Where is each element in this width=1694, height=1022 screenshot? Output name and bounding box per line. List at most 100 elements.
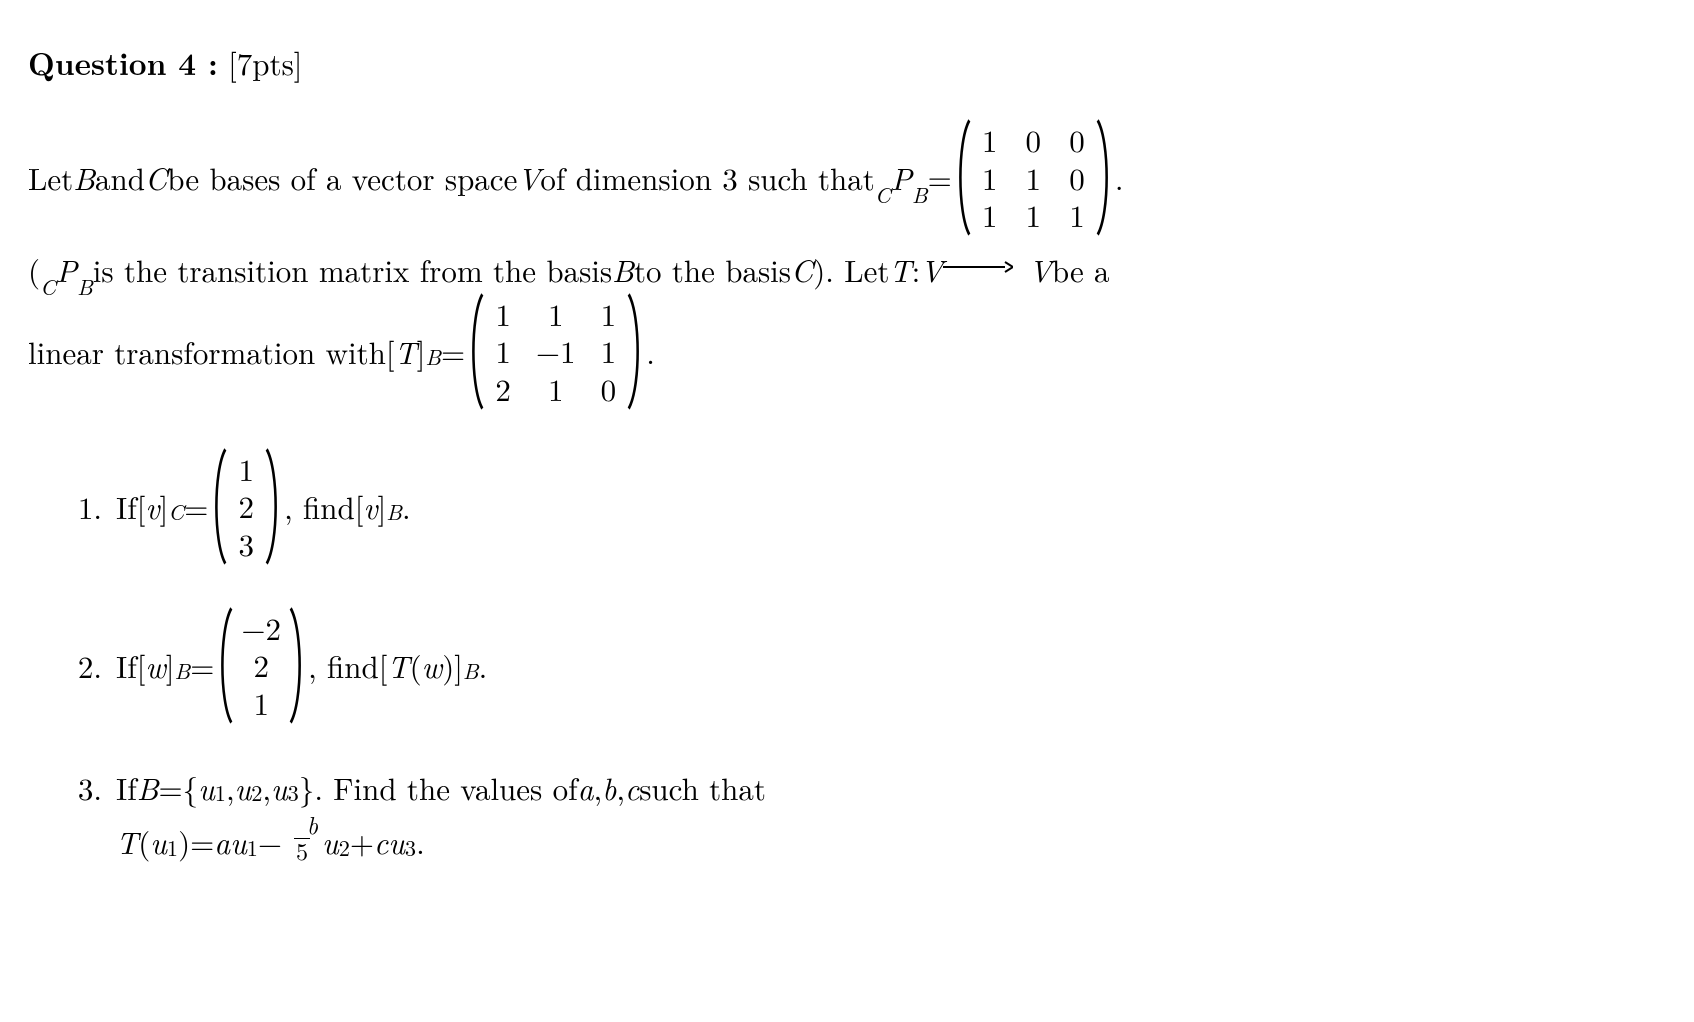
lbracket: [: [386, 329, 395, 374]
text: such that: [639, 765, 766, 810]
text: . Find the values of: [314, 765, 577, 810]
rbracket: ]: [378, 484, 387, 529]
sub-B: B: [77, 271, 93, 302]
rbracket: ]: [417, 329, 426, 374]
sub-B: B: [912, 179, 928, 210]
cell: 1: [1022, 160, 1044, 196]
text: be a: [1052, 247, 1110, 292]
long-right-arrow-icon: [943, 258, 1013, 276]
sym-v: v: [363, 484, 377, 529]
cell: 1: [1066, 197, 1088, 233]
sym-P: P: [891, 155, 912, 199]
comma: ,: [616, 765, 625, 810]
lbracket: [: [137, 484, 146, 529]
comma: ,: [262, 765, 271, 810]
period: .: [646, 329, 655, 374]
text: , find: [308, 643, 379, 688]
text: If: [116, 643, 137, 688]
lbrace: {: [183, 765, 199, 810]
cell: 1: [979, 160, 1001, 196]
vector-wB: −2 2 1: [216, 606, 306, 725]
period: .: [479, 643, 488, 688]
cell: 1: [979, 197, 1001, 233]
sym-cPB: CPB: [40, 247, 93, 292]
sym-P: P: [56, 247, 77, 291]
cell: 1: [545, 296, 567, 332]
item-number: 1.: [70, 484, 102, 529]
sym-C: C: [145, 155, 167, 200]
sym-u: u: [235, 765, 252, 810]
text: ). Let: [813, 247, 889, 292]
rbracket: ]: [454, 643, 463, 688]
text: to the basis: [634, 247, 791, 292]
question-label: Question 4 :: [28, 41, 218, 85]
sym-u: u: [198, 765, 215, 810]
text: is the transition matrix from the basis: [93, 247, 612, 292]
cell: 0: [1066, 160, 1088, 196]
rparen-icon: [265, 447, 282, 566]
colon: :: [912, 247, 921, 292]
note-line: ( CPB is the transition matrix from the …: [28, 247, 1694, 292]
sym-T: T: [395, 329, 417, 374]
cell: 1: [1022, 197, 1044, 233]
text: Let: [28, 155, 73, 200]
sym-V: V: [517, 155, 540, 200]
lparen-icon: [467, 292, 484, 411]
text: linear transformation with: [28, 329, 386, 374]
cell: 0: [1066, 122, 1088, 158]
rparen: ): [178, 819, 190, 864]
sym-u: u: [271, 765, 288, 810]
sym-cPB: CPB: [875, 155, 928, 200]
sym-T: T: [387, 643, 409, 688]
sym-C: C: [791, 247, 813, 292]
list-item: 1. If [v]C = 1 2 3 , find [v]B.: [70, 447, 1694, 566]
sym-cu: cu: [374, 819, 405, 864]
sub-C: C: [40, 271, 56, 302]
equals: =: [190, 819, 214, 864]
equals: =: [159, 765, 183, 810]
sym-V: V: [920, 247, 943, 292]
list-item: 3. If B = {u1, u2, u3} . Find the values…: [70, 765, 1694, 868]
cell: 1: [250, 685, 272, 721]
cell: 2: [250, 647, 272, 683]
sym-w: w: [145, 643, 166, 688]
intro-line: Let B and C be bases of a vector space V…: [28, 118, 1694, 237]
lbracket: [: [355, 484, 364, 529]
sym-u: u: [150, 819, 167, 864]
cell: 0: [1022, 122, 1044, 158]
cell: 0: [598, 371, 620, 407]
sym-v: v: [145, 484, 159, 529]
sym-V: V: [1029, 247, 1052, 292]
rparen-icon: [289, 606, 306, 725]
sym-T: T: [116, 819, 138, 864]
comma: ,: [593, 765, 602, 810]
text: If: [116, 765, 137, 810]
cell: 3: [235, 526, 257, 562]
sym-B: B: [612, 247, 634, 292]
rparen-icon: [627, 292, 644, 411]
lparen: (: [410, 643, 422, 688]
lparen-icon: [216, 606, 233, 725]
minus: −: [258, 819, 282, 864]
period: .: [416, 819, 425, 864]
item3-line2: T(u1) = au1 − b 5 u2 + cu3.: [116, 816, 1694, 868]
cell: 1: [492, 333, 514, 369]
rparen: ): [442, 643, 454, 688]
sub-C: C: [875, 179, 891, 210]
plus: +: [350, 819, 374, 864]
denominator: 5: [294, 838, 310, 864]
item-number: 2.: [70, 643, 102, 688]
equals: =: [190, 643, 214, 688]
text: and: [95, 155, 145, 200]
comma: ,: [226, 765, 235, 810]
cell: 1: [979, 122, 1001, 158]
rparen-icon: [1096, 118, 1113, 237]
cell: 2: [492, 371, 514, 407]
rbracket: ]: [166, 643, 175, 688]
sym-w: w: [422, 643, 443, 688]
matrix-P: 1 0 0 1 1 0 1 1 1: [954, 118, 1113, 237]
lbracket: [: [137, 643, 146, 688]
sym-B: B: [73, 155, 95, 200]
sym-au: au: [214, 819, 247, 864]
vector-vC: 1 2 3: [210, 447, 282, 566]
